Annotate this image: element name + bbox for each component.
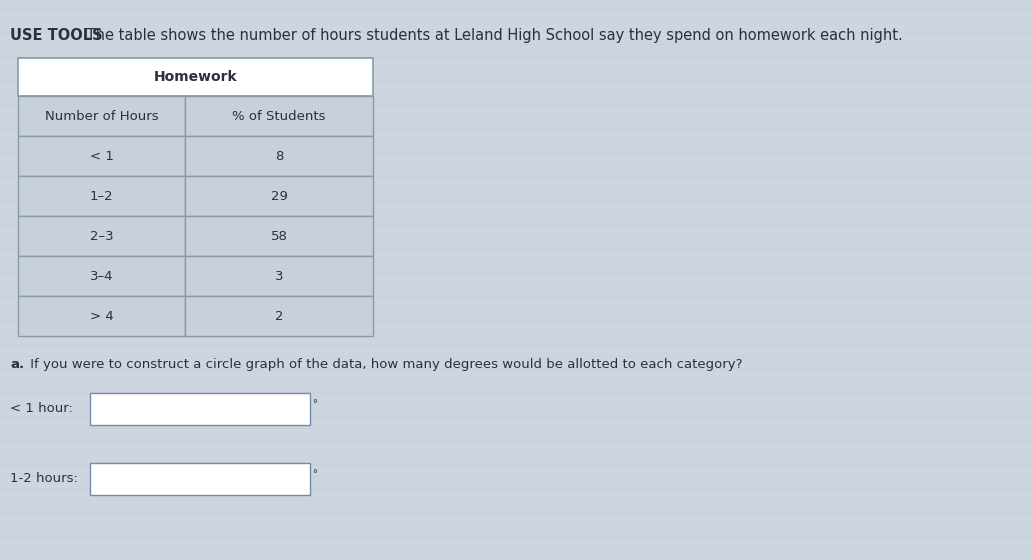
Text: °: ° bbox=[312, 399, 317, 409]
Bar bbox=[18, 176, 185, 216]
Bar bbox=[185, 256, 373, 296]
Text: 8: 8 bbox=[275, 150, 283, 162]
Text: 2: 2 bbox=[275, 310, 283, 323]
Text: USE TOOLS: USE TOOLS bbox=[10, 28, 102, 43]
Text: 58: 58 bbox=[270, 230, 288, 242]
Bar bbox=[18, 256, 185, 296]
Bar bbox=[185, 216, 373, 256]
Text: 2–3: 2–3 bbox=[90, 230, 114, 242]
Bar bbox=[185, 96, 373, 136]
Text: 3–4: 3–4 bbox=[90, 269, 114, 282]
Bar bbox=[185, 136, 373, 176]
Text: The table shows the number of hours students at Leland High School say they spen: The table shows the number of hours stud… bbox=[82, 28, 903, 43]
Text: % of Students: % of Students bbox=[232, 110, 326, 123]
Text: 29: 29 bbox=[270, 189, 288, 203]
Bar bbox=[18, 96, 185, 136]
Text: > 4: > 4 bbox=[90, 310, 114, 323]
Bar bbox=[185, 176, 373, 216]
Bar bbox=[90, 393, 310, 425]
Bar bbox=[18, 296, 185, 336]
Text: 3: 3 bbox=[275, 269, 283, 282]
Bar bbox=[90, 463, 310, 495]
Text: < 1: < 1 bbox=[90, 150, 114, 162]
Bar bbox=[18, 136, 185, 176]
Bar bbox=[18, 58, 373, 96]
Text: Homework: Homework bbox=[154, 70, 237, 84]
Text: < 1 hour:: < 1 hour: bbox=[10, 403, 73, 416]
Text: 1–2: 1–2 bbox=[90, 189, 114, 203]
Text: If you were to construct a circle graph of the data, how many degrees would be a: If you were to construct a circle graph … bbox=[26, 358, 742, 371]
Text: °: ° bbox=[312, 469, 317, 479]
Text: Number of Hours: Number of Hours bbox=[44, 110, 158, 123]
Bar bbox=[185, 296, 373, 336]
Text: 1-2 hours:: 1-2 hours: bbox=[10, 473, 77, 486]
Text: a.: a. bbox=[10, 358, 24, 371]
Bar bbox=[18, 216, 185, 256]
